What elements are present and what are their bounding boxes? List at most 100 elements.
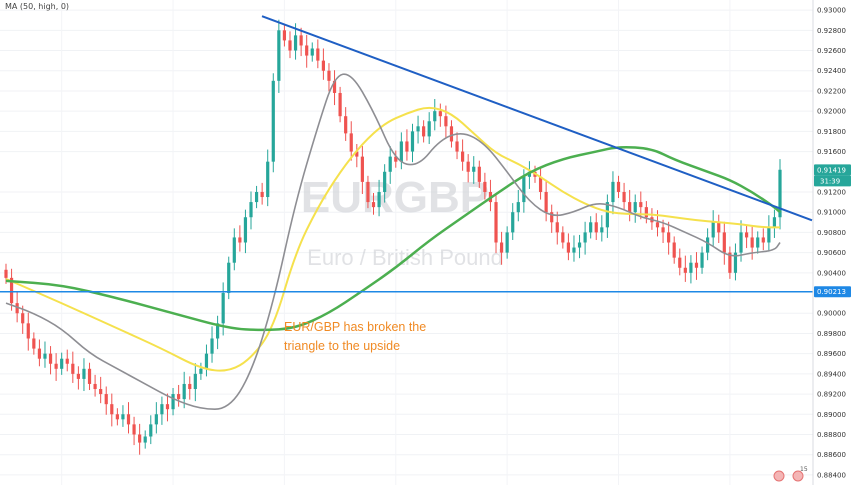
candle xyxy=(744,224,749,249)
candle-body xyxy=(132,424,136,435)
candle-body xyxy=(577,242,582,248)
candle-body xyxy=(505,232,509,253)
candle xyxy=(154,402,158,434)
candle-body xyxy=(461,151,465,162)
price-badges: 0.91419 31:39 0.90213 xyxy=(814,164,851,298)
candle-body xyxy=(767,227,771,243)
candle xyxy=(410,123,415,163)
candle-body xyxy=(71,363,75,374)
candle xyxy=(516,189,520,222)
candle xyxy=(282,24,287,47)
last-price-badge: 0.91419 xyxy=(814,164,851,176)
candle-body xyxy=(316,48,320,61)
candle-body xyxy=(254,191,259,203)
candle-body xyxy=(449,126,454,142)
candle-body xyxy=(622,191,626,203)
candle-body xyxy=(744,232,749,238)
candle xyxy=(138,423,142,455)
countdown-label: 31:39 xyxy=(820,177,840,185)
y-tick-label: 0.88800 xyxy=(817,431,846,439)
drawn-lines[interactable] xyxy=(0,15,813,293)
candle xyxy=(577,234,582,259)
candle-body xyxy=(138,434,142,443)
candle xyxy=(538,167,543,200)
candle xyxy=(499,231,504,265)
candle xyxy=(717,214,721,244)
candle-body xyxy=(511,212,515,233)
candle-body xyxy=(282,30,287,41)
candle xyxy=(561,226,565,249)
candle-body xyxy=(82,368,86,379)
candles xyxy=(4,19,782,455)
candle-body xyxy=(544,191,548,213)
candle xyxy=(321,48,325,80)
y-tick-label: 0.92600 xyxy=(817,47,846,55)
candle xyxy=(477,160,481,188)
candle xyxy=(305,34,309,68)
bottom-right-icons[interactable]: 15 xyxy=(773,466,808,482)
candle xyxy=(132,416,136,446)
y-tick-label: 0.89200 xyxy=(817,391,846,399)
y-tick-label: 0.92200 xyxy=(817,87,846,95)
candle xyxy=(110,393,114,427)
y-tick-label: 0.92400 xyxy=(817,67,846,75)
candle xyxy=(121,405,125,427)
candle-body xyxy=(628,202,632,213)
candle xyxy=(266,149,270,207)
candle xyxy=(550,204,554,233)
descending-trendline[interactable] xyxy=(261,15,813,222)
indicator-label[interactable]: MA (50, high, 0) xyxy=(5,2,69,11)
candle xyxy=(416,115,420,144)
y-tick-label: 0.88400 xyxy=(817,471,846,479)
event-icon[interactable] xyxy=(773,470,785,482)
candle xyxy=(360,146,364,194)
candle xyxy=(165,393,170,422)
y-tick-label: 0.93000 xyxy=(817,7,846,15)
candle xyxy=(566,233,571,261)
candle xyxy=(87,362,92,391)
candle-body xyxy=(149,424,153,437)
candle-body xyxy=(171,394,175,410)
candle-body xyxy=(589,222,593,233)
candle xyxy=(99,376,103,404)
candle xyxy=(405,129,409,161)
y-tick-label: 0.92000 xyxy=(817,108,846,116)
candle-body xyxy=(104,394,108,405)
candle-body xyxy=(477,166,481,182)
candle xyxy=(243,209,248,254)
ma-line-yellow xyxy=(5,106,780,372)
price-axis[interactable]: 0.93000 0.92800 0.92600 0.92400 0.92200 0.920… xyxy=(812,0,846,485)
candle xyxy=(149,415,153,445)
flag-icon[interactable] xyxy=(792,470,804,482)
ma-line-green xyxy=(5,145,782,332)
candle xyxy=(505,226,509,259)
y-tick-label: 0.89800 xyxy=(817,330,846,338)
candle xyxy=(143,430,147,449)
candle xyxy=(60,352,64,375)
candle xyxy=(466,154,470,183)
candle-body xyxy=(15,303,19,314)
y-tick-label: 0.90400 xyxy=(817,269,846,277)
candle xyxy=(344,107,348,141)
candle xyxy=(316,39,320,69)
candle-body xyxy=(499,242,504,253)
candle-body xyxy=(427,121,431,137)
candle xyxy=(383,164,387,203)
candle-body xyxy=(644,207,648,218)
candle-body xyxy=(750,237,754,248)
candle-body xyxy=(667,232,671,243)
candle xyxy=(494,194,498,254)
candle-body xyxy=(728,252,732,273)
candle xyxy=(238,225,242,252)
candle xyxy=(572,235,576,262)
candle xyxy=(249,191,253,230)
candle-body xyxy=(700,252,704,268)
candle-body xyxy=(121,414,125,420)
candle-body xyxy=(566,242,571,253)
candle xyxy=(422,120,426,143)
candle-body xyxy=(433,111,437,122)
candle-body xyxy=(199,368,203,374)
candle xyxy=(589,216,593,239)
